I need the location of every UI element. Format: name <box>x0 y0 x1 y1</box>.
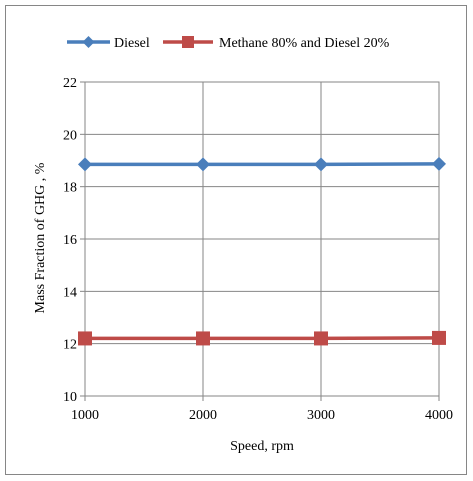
y-tick-label: 22 <box>63 76 77 91</box>
x-tick-label: 4000 <box>425 408 453 423</box>
data-point-2 <box>78 331 92 346</box>
y-axis-title: Mass Fraction of GHG , % <box>33 162 48 313</box>
x-tick-label: 2000 <box>189 408 217 423</box>
x-axis-title: Speed, rpm <box>230 439 294 454</box>
legend: Diesel Methane 80% and Diesel 20% <box>67 36 390 51</box>
y-tick-label: 12 <box>63 338 77 353</box>
x-tick-label: 1000 <box>71 408 99 423</box>
data-point-1 <box>432 156 446 171</box>
legend-marker-2 <box>182 36 194 48</box>
y-tick-label: 20 <box>63 128 77 143</box>
chart-frame <box>5 5 467 475</box>
y-tick-label: 14 <box>63 285 77 300</box>
data-point-1 <box>196 157 210 172</box>
data-point-2 <box>314 331 328 346</box>
series-line-2 <box>85 336 440 341</box>
data-point-2 <box>196 331 210 346</box>
y-tick-label: 18 <box>63 181 77 196</box>
data-point-2 <box>432 330 446 345</box>
data-point-1 <box>78 157 92 172</box>
y-tick-label: 10 <box>63 390 77 405</box>
legend-marker-1 <box>82 36 95 48</box>
x-axis-tick-labels: 1000 2000 3000 4000 <box>71 396 453 423</box>
y-axis-tick-labels: 10 12 14 16 18 20 22 <box>63 76 85 405</box>
data-point-1 <box>314 157 328 172</box>
grid-lines <box>84 81 440 397</box>
legend-label-1: Diesel <box>114 36 150 51</box>
x-tick-label: 3000 <box>307 408 335 423</box>
legend-label-2: Methane 80% and Diesel 20% <box>219 36 390 51</box>
series-line-1 <box>85 162 440 167</box>
y-tick-label: 16 <box>63 233 77 248</box>
series-layer <box>78 156 446 346</box>
